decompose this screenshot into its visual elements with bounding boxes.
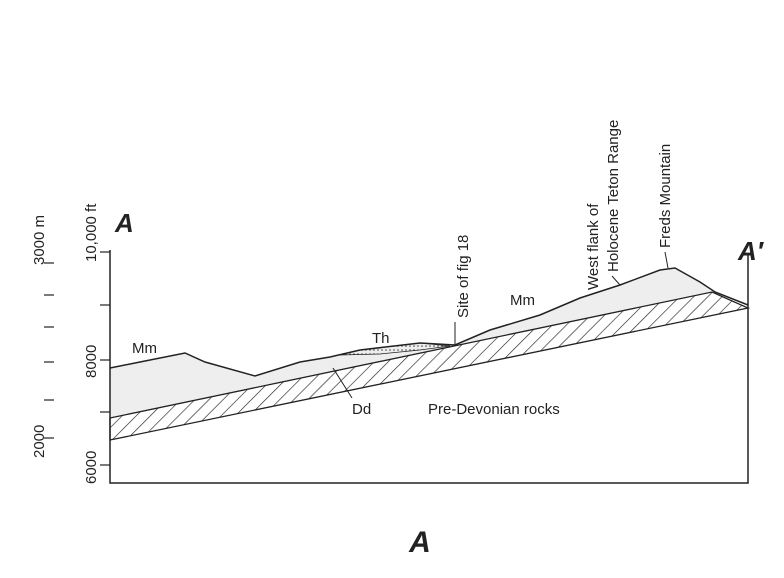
unit-label: Pre-Devonian rocks (428, 401, 560, 418)
caption: A (408, 526, 431, 559)
unit-label: Th (372, 330, 390, 347)
leader-line (664, 251, 669, 269)
leader-line (611, 275, 621, 286)
feet-label: 10,000 ft (83, 203, 100, 262)
section-start: A (114, 208, 134, 238)
callout: West flank of (585, 203, 602, 290)
meter-label: 2000 (31, 425, 48, 458)
unit-label: Mm (132, 340, 157, 357)
mm-unit (110, 268, 712, 418)
feet-label: 8000 (83, 345, 100, 378)
meter-ticks (44, 262, 54, 439)
leader-line (332, 367, 353, 399)
callout: Site of fig 18 (455, 235, 472, 318)
frame (109, 250, 749, 484)
unit-label: Mm (510, 292, 535, 309)
section-end: A′ (737, 236, 765, 266)
feet-label: 6000 (83, 451, 100, 484)
unit-label: Dd (352, 401, 371, 418)
feet-ticks (100, 251, 110, 466)
callout: Freds Mountain (657, 144, 674, 248)
callout: Holocene Teton Range (605, 120, 622, 272)
meter-label: 3000 m (31, 215, 48, 265)
